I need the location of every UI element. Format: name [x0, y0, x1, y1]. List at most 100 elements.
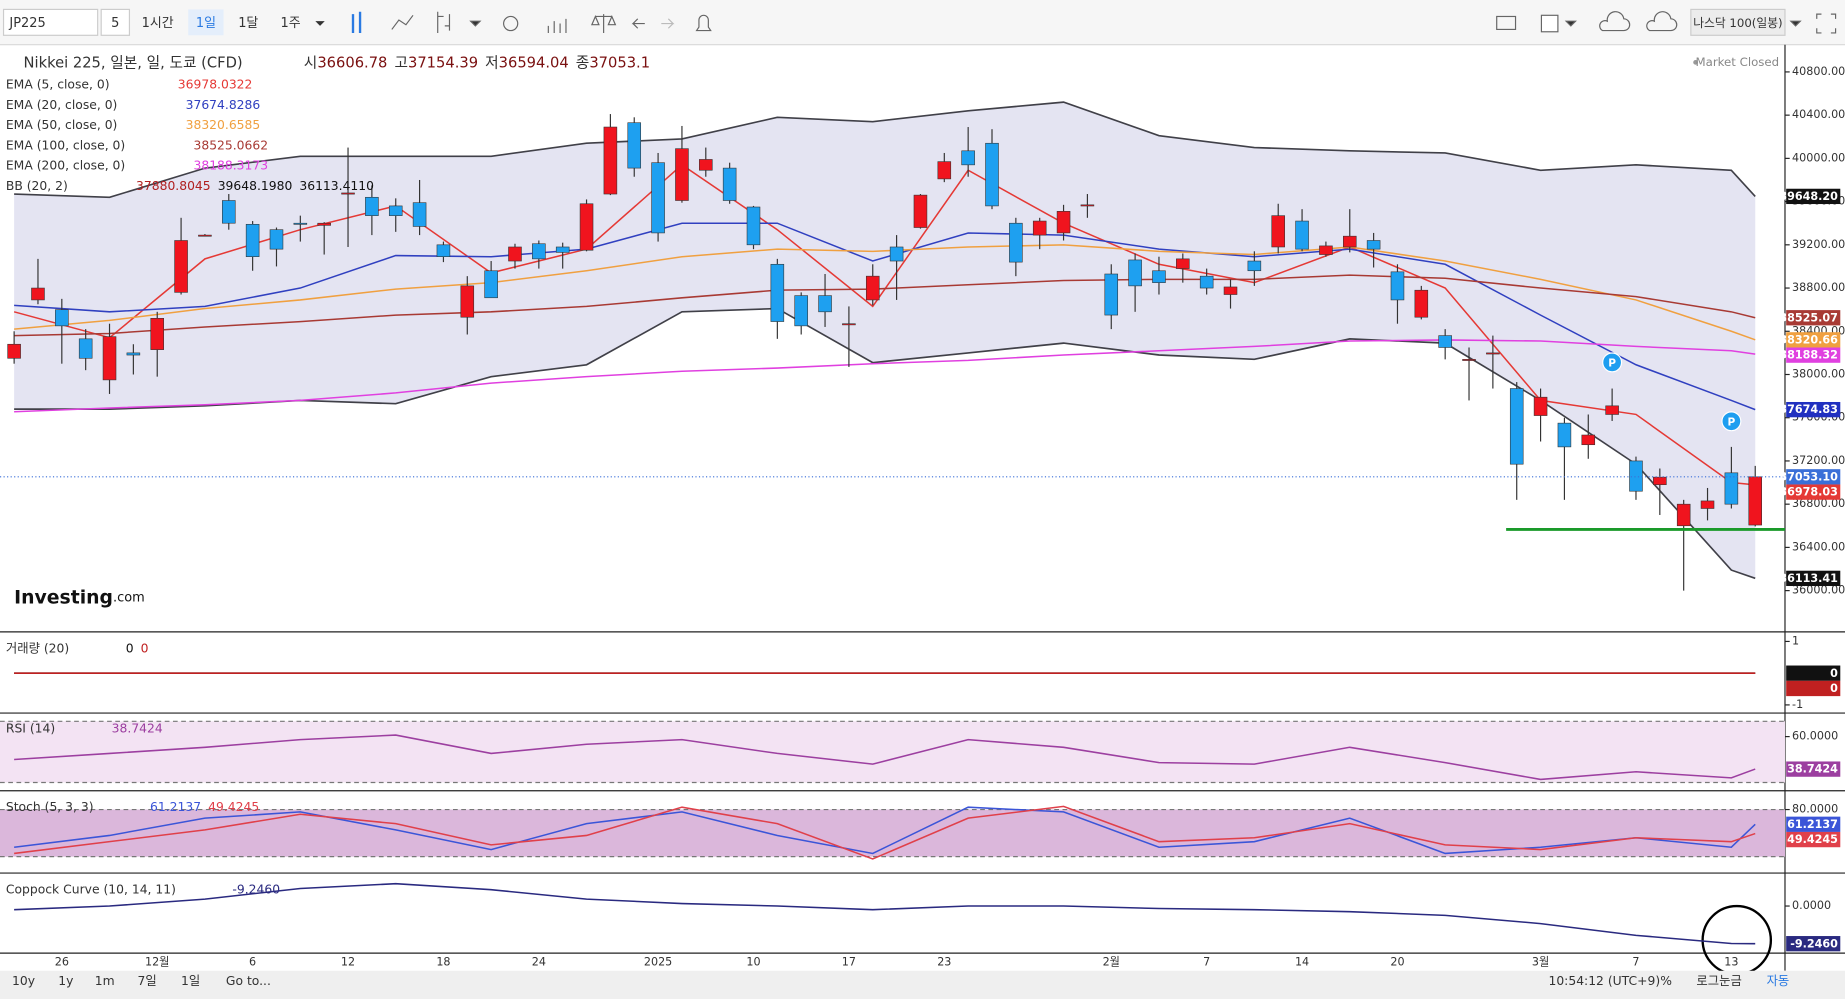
candle-body: [55, 309, 69, 327]
range-button[interactable]: 7일: [137, 974, 156, 988]
price-badge-label: -9.2460: [1790, 937, 1838, 950]
legend-name: EMA (200, close, 0): [6, 158, 125, 172]
candle-body: [532, 243, 546, 260]
candle-body: [865, 275, 880, 301]
x-tick-label: 14: [1295, 956, 1309, 969]
candle-body: [31, 287, 45, 301]
legend-value: 37674.8286: [186, 97, 261, 111]
candle-body: [1605, 405, 1619, 415]
candle-body: [460, 285, 475, 318]
indicator-line: [14, 734, 1756, 781]
price-badge-label: 0: [1830, 667, 1838, 680]
y-tick-label: 40400.00: [1792, 108, 1845, 121]
price-badge: [1786, 761, 1841, 777]
legend-value: -9.2460: [232, 882, 280, 896]
bb-fill: [14, 102, 1756, 579]
symbol-input[interactable]: [2, 8, 99, 36]
candle-body: [794, 295, 808, 327]
x-tick-label: 13: [1724, 956, 1738, 969]
auto-toggle[interactable]: 자동: [1767, 974, 1790, 988]
price-badge-label: 38525.07: [1779, 311, 1838, 324]
chart-title: Nikkei 225, 일본, 일, 도쿄 (CFD): [24, 55, 243, 72]
candle-body: [1438, 335, 1452, 348]
y-tick-label: -1: [1792, 698, 1803, 711]
y-tick-label: 40800.00: [1792, 65, 1845, 78]
range-button[interactable]: 1일: [181, 974, 200, 988]
y-tick-label: 0.0000: [1792, 899, 1831, 912]
candle-body: [651, 162, 665, 234]
candle-body: [842, 323, 856, 326]
candle-body: [1462, 359, 1476, 361]
candle-body: [675, 148, 689, 201]
symbol[interactable]: JP225: [8, 16, 45, 31]
candle-body: [770, 263, 785, 322]
candle-body: [1581, 434, 1596, 446]
x-tick-label: 23: [937, 956, 951, 969]
ohlc-value: 36606.78: [317, 55, 387, 72]
price-badge: [1786, 484, 1841, 500]
ohlc-value: 37053.1: [589, 55, 650, 72]
legend-value: 38320.6585: [186, 118, 261, 132]
y-tick-label: 38000.00: [1792, 367, 1845, 380]
candle-body: [317, 222, 331, 226]
price-badge-label: 37053.10: [1779, 470, 1838, 483]
interval-button[interactable]: 1달: [238, 16, 258, 31]
candle-body: [1009, 222, 1023, 263]
candle-body: [1509, 388, 1524, 465]
interval-button[interactable]: 1시간: [142, 16, 174, 31]
range-button[interactable]: 10y: [12, 974, 35, 988]
price-badge-label: 38320.66: [1779, 333, 1838, 346]
ohlc-value: 36594.04: [499, 55, 569, 72]
x-tick-label: 18: [436, 956, 450, 969]
y-tick-label: 38800.00: [1792, 281, 1845, 294]
index-select-label[interactable]: 나스닥 100(일봉): [1693, 16, 1782, 30]
candle-body: [1486, 352, 1500, 355]
x-tick-label: 2025: [644, 956, 672, 969]
percent-toggle[interactable]: %: [1660, 974, 1672, 988]
candle-body: [1056, 211, 1071, 234]
candle-body: [555, 246, 570, 253]
candle-body: [722, 167, 737, 201]
price-badge-label: 0: [1830, 682, 1838, 695]
candle-body: [1104, 273, 1119, 316]
market-status: Market Closed: [1696, 55, 1780, 69]
candle-body: [436, 244, 451, 258]
level-band: [0, 721, 1785, 783]
brand-suffix: .com: [113, 590, 145, 605]
range-button[interactable]: 1y: [58, 974, 73, 988]
goto-button[interactable]: Go to...: [226, 974, 271, 988]
interval-button[interactable]: 1일: [196, 16, 216, 31]
index-select[interactable]: [1690, 8, 1786, 36]
y-tick-label: 36800.00: [1792, 497, 1845, 510]
interval[interactable]: 5: [111, 16, 119, 31]
ohlc-label: 저: [485, 55, 499, 72]
price-badge: [1786, 469, 1841, 485]
candle-body: [1676, 503, 1691, 527]
annotation-label: P: [1727, 416, 1735, 428]
y-tick-label: 1: [1792, 634, 1799, 647]
legend-value: 0: [141, 641, 149, 655]
candle-body: [388, 205, 403, 216]
price-badge: [1786, 401, 1841, 418]
legend-value: 49.4245: [208, 800, 259, 814]
candle-body: [961, 150, 975, 166]
interval-input[interactable]: [100, 8, 131, 36]
legend-value: 36978.0322: [178, 77, 253, 91]
candle-body: [508, 246, 522, 262]
log-toggle[interactable]: 로그눈금: [1696, 974, 1741, 988]
range-button[interactable]: 1m: [95, 974, 115, 988]
legend-name: Coppock Curve (10, 14, 11): [6, 882, 176, 896]
panel: 1 -1 0 0: [14, 634, 1841, 711]
candle-body: [1199, 275, 1214, 289]
ohlc-label: 시: [304, 55, 318, 72]
interval-button[interactable]: 1주: [281, 16, 301, 31]
legend-name: RSI (14): [6, 721, 55, 735]
y-tick-label: 60.0000: [1792, 730, 1838, 743]
indicator-line: [14, 339, 1756, 413]
clock: 10:54:12 (UTC+9): [1548, 974, 1660, 988]
dropdown-arrow[interactable]: [315, 21, 325, 26]
candle-body: [1700, 500, 1715, 509]
x-tick-label: 3월: [1532, 956, 1549, 969]
candle-body: [1223, 286, 1238, 295]
ohlc-label: 고: [394, 55, 408, 72]
